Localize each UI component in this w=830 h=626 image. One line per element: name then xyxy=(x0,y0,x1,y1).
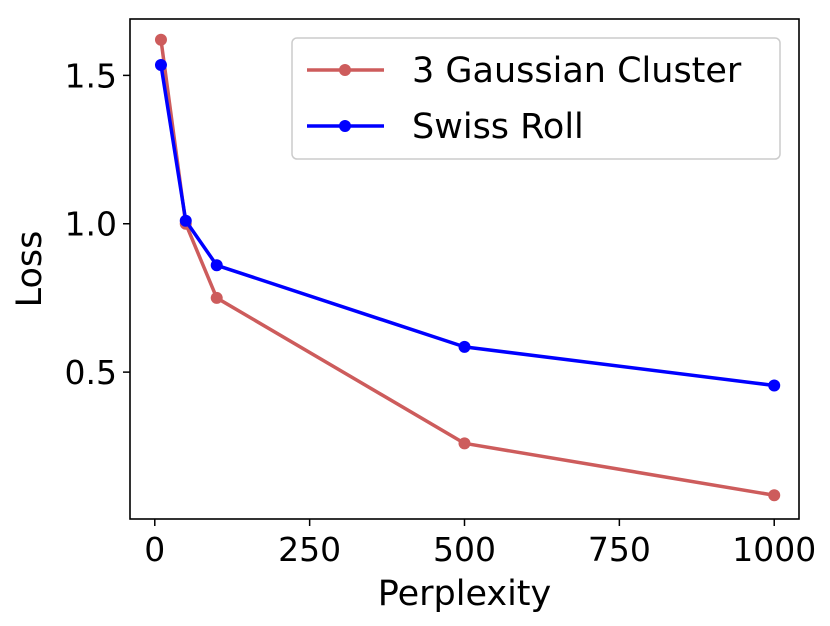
y-axis-label: Loss xyxy=(10,231,50,308)
legend-marker xyxy=(339,64,351,76)
series-layer xyxy=(154,33,781,502)
series-1 xyxy=(154,58,781,392)
legend-item: 3 Gaussian Cluster xyxy=(307,51,742,91)
ticks-layer: 0 250 500 750 1000 0.5 1.0 1.5 xyxy=(65,56,817,569)
y-tick-label: 1.5 xyxy=(65,56,117,95)
legend-label: Swiss Roll xyxy=(412,107,584,147)
legend-label: 3 Gaussian Cluster xyxy=(412,51,742,91)
data-point xyxy=(768,379,781,392)
y-tick-label: 1.0 xyxy=(65,205,117,244)
x-tick-label: 0 xyxy=(144,530,165,569)
data-point xyxy=(458,437,471,450)
data-point xyxy=(210,259,223,272)
x-tick-label: 750 xyxy=(588,530,651,569)
data-point xyxy=(179,214,192,227)
data-point xyxy=(768,489,781,502)
x-tick-label: 250 xyxy=(278,530,341,569)
legend-box xyxy=(291,37,781,160)
y-tick-label: 0.5 xyxy=(65,353,117,392)
legend: 3 Gaussian Cluster Swiss Roll xyxy=(291,37,781,160)
legend-items: 3 Gaussian Cluster Swiss Roll xyxy=(307,51,742,147)
data-point xyxy=(154,33,167,46)
data-point xyxy=(154,58,167,71)
legend-item: Swiss Roll xyxy=(307,107,584,147)
data-point xyxy=(210,291,223,304)
legend-marker xyxy=(339,120,351,132)
x-tick-label: 500 xyxy=(433,530,496,569)
data-point xyxy=(458,340,471,353)
x-axis-label: Perplexity xyxy=(378,574,552,614)
x-tick-label: 1000 xyxy=(732,530,816,569)
